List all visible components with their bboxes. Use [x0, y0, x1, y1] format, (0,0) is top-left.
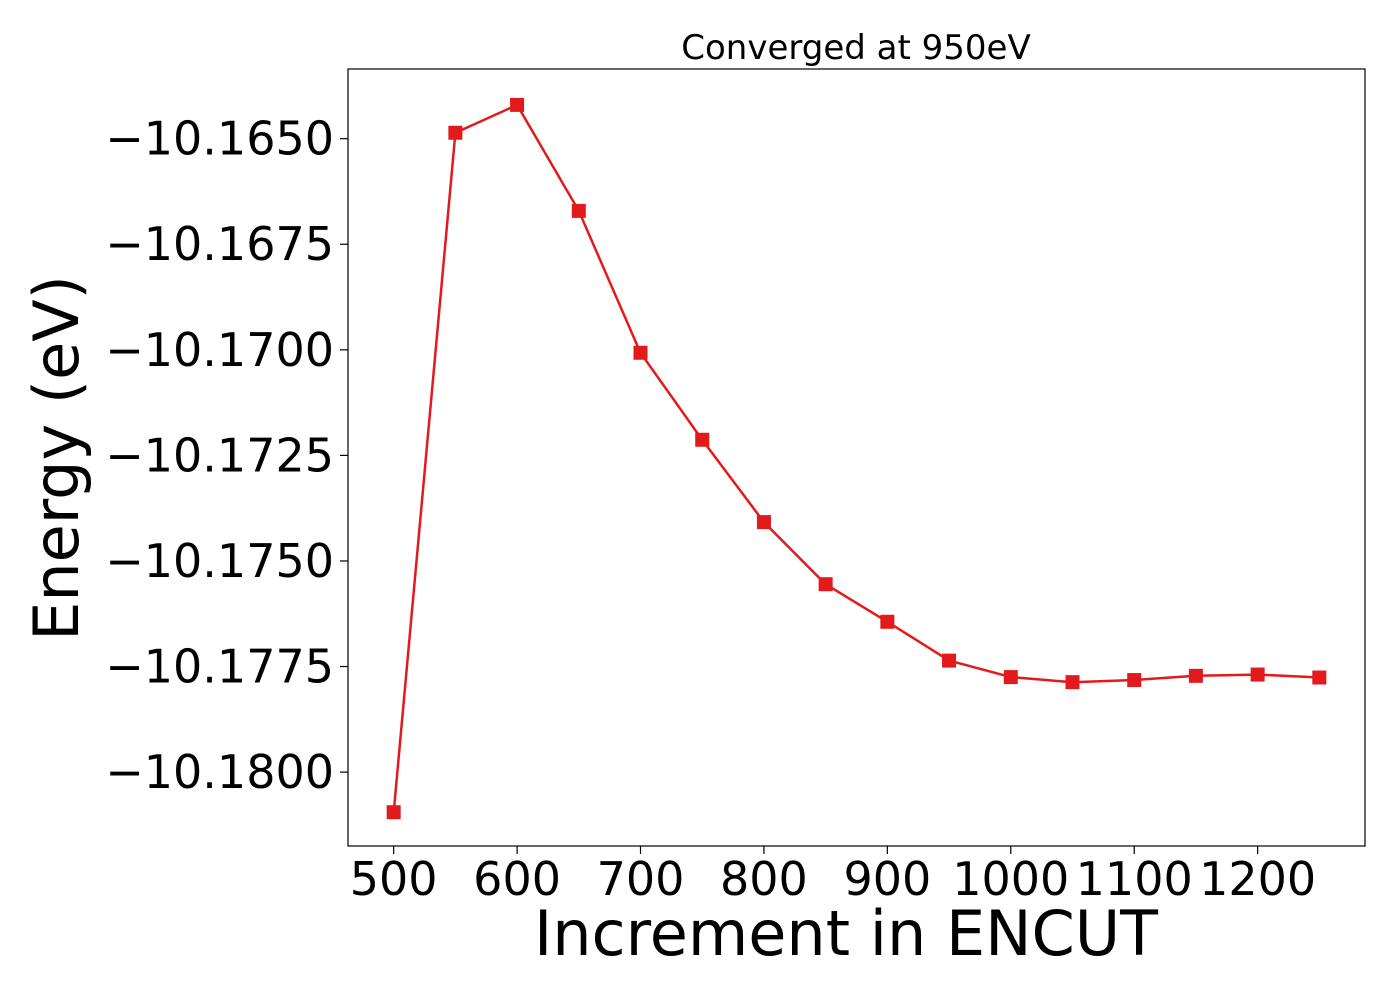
data-point [1003, 670, 1018, 685]
data-point [1312, 670, 1327, 685]
data-point [695, 432, 710, 447]
data-point [1188, 668, 1203, 683]
x-tick-label: 600 [473, 852, 561, 906]
data-point [1065, 675, 1080, 690]
y-axis: −10.1650 −10.1675 −10.1700 −10.1725 −10.1750… [105, 112, 348, 799]
series-line [392, 103, 1320, 813]
data-point [942, 653, 957, 668]
y-tick-label: −10.1650 [105, 112, 334, 166]
y-tick-label: −10.1775 [105, 640, 334, 694]
data-point [510, 97, 525, 112]
x-axis-title: Increment in ENCUT [534, 897, 1159, 970]
data-point [818, 577, 833, 592]
x-tick-label: 1200 [1199, 852, 1316, 906]
y-tick-label: −10.1750 [105, 534, 334, 588]
x-tick-label: 900 [843, 852, 931, 906]
x-tick-label: 700 [597, 852, 685, 906]
y-tick-label: −10.1675 [105, 217, 334, 271]
data-point [1127, 673, 1142, 688]
x-axis: 500 600 700 800 900 1000 1100 1200 [350, 846, 1316, 906]
y-axis-title: Energy (eV) [20, 275, 93, 641]
chart-title: Converged at 950eV [681, 28, 1030, 68]
data-point [756, 515, 771, 530]
x-tick-label: 500 [350, 852, 438, 906]
data-point [1250, 667, 1265, 682]
data-point [386, 805, 401, 820]
data-point [633, 345, 648, 360]
y-tick-label: −10.1725 [105, 428, 334, 482]
data-point [880, 614, 895, 629]
y-tick-label: −10.1800 [105, 745, 334, 799]
data-point [571, 203, 586, 218]
y-tick-label: −10.1700 [105, 323, 334, 377]
x-tick-label: 1100 [1076, 852, 1193, 906]
plot-frame [347, 68, 1366, 847]
plot-area [386, 97, 1327, 820]
x-tick-label: 800 [720, 852, 808, 906]
data-point [448, 125, 463, 140]
x-tick-label: 1000 [952, 852, 1069, 906]
